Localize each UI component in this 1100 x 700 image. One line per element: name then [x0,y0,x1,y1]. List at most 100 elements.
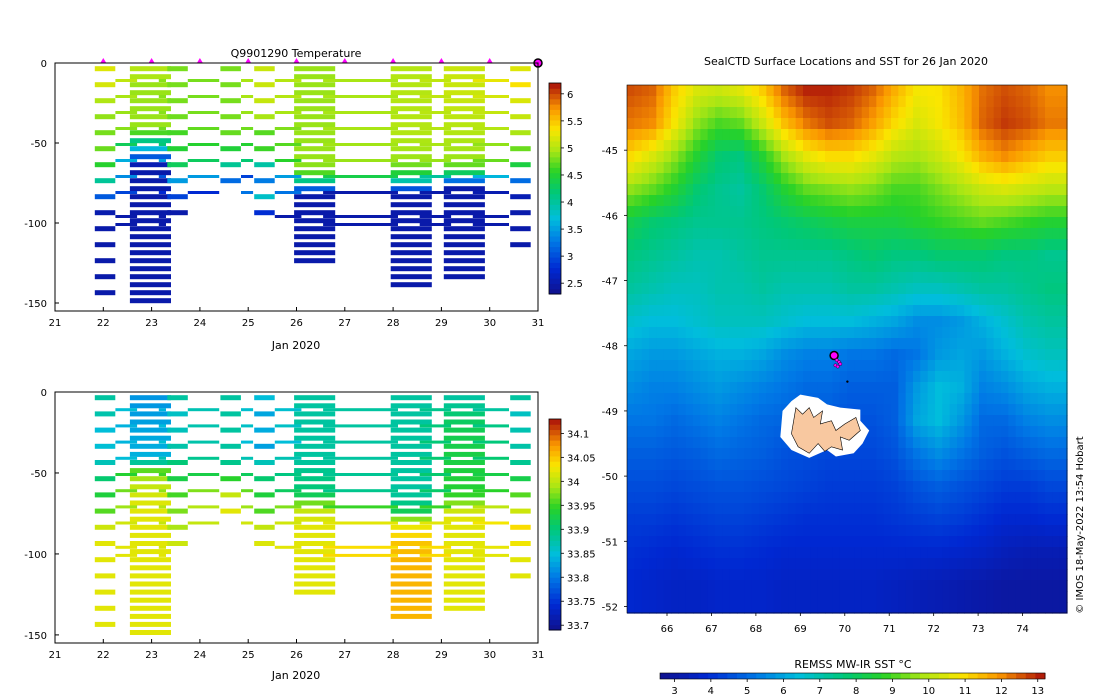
sst-cell [715,437,723,449]
sst-cell [854,239,863,251]
sst-colorbar-label: REMSS MW-IR SST °C [794,658,912,671]
sst-cell [993,371,1002,383]
sst-cell [979,294,987,306]
sst-cell [737,492,745,504]
sst-cell [854,140,863,152]
sst-cell [649,118,657,130]
sst-cell [627,382,635,394]
sst-cell [839,393,848,405]
sst-cell [1008,338,1017,350]
sst-cell [1052,129,1061,141]
sst-cell [847,459,855,471]
sst-cell [1059,547,1068,559]
sst-cell [685,536,694,548]
sst-cell [810,525,819,537]
sst-cell [935,217,943,229]
sst-cell [649,492,657,504]
sst-cell [773,261,782,273]
x-tick-label: 27 [338,318,351,329]
sst-cell [905,140,914,152]
sst-cell [979,173,987,185]
sst-cell [1052,228,1061,240]
sst-cell [971,459,980,471]
sst-cell [707,437,716,449]
sst-cell [839,459,848,471]
sst-cell [891,349,899,361]
sst-cell [649,96,657,108]
sst-cell [839,96,848,108]
sst-cell [1052,569,1061,581]
sst-cell [737,514,745,526]
sst-cell [891,404,899,416]
section-cell [510,98,531,104]
sst-cell [927,492,936,504]
sst-cell [678,404,687,416]
profile-marker [486,58,493,63]
sst-cell [722,404,731,416]
section-cell [94,82,116,88]
section-streak [472,553,509,557]
colorbar-segment [549,156,561,163]
sst-cell [839,228,848,240]
section-streak [241,127,254,130]
profile-marker [148,58,155,63]
section-cell [294,500,336,506]
sst-cell [1037,602,1046,614]
sst-cell [964,206,973,218]
sst-cell [986,437,995,449]
colorbar-segment [881,673,892,679]
section-cell [390,557,432,563]
sst-cell [759,382,767,394]
temperature-x-ticks: 21 22 23 24 25 26 27 28 29 30 31 [49,307,544,329]
sst-cell [986,360,995,372]
colorbar-segment [549,214,561,221]
section-streak [241,440,254,444]
section-cell [390,549,432,555]
sst-cell [986,283,995,295]
sst-cell [663,536,672,548]
sst-cell [751,426,760,438]
section-cell [167,411,188,417]
sst-cell [839,184,848,196]
sst-cell [839,173,848,185]
section-cell [129,138,171,144]
section-cell [443,484,485,490]
sst-cell [737,272,745,284]
sst-cell [781,525,789,537]
sst-cell [729,85,738,97]
sst-cell [935,173,943,185]
sst-cell [627,261,635,273]
sst-cell [1052,503,1061,515]
sst-cell [993,140,1002,152]
sst-cell [678,492,687,504]
y-tick-label: -100 [24,550,47,561]
sst-cell [1059,129,1068,141]
sst-cell [832,525,841,537]
section-cell [390,524,432,530]
section-cell [167,427,188,433]
sst-cell [795,360,804,372]
section-streak [115,545,138,549]
sst-cell [957,316,965,328]
sst-cell [671,360,679,372]
sst-cell [905,195,914,207]
sst-cell [678,547,687,559]
sst-cell [839,272,848,284]
sst-cell [788,316,797,328]
sst-cell [1023,239,1031,251]
sst-cell [715,151,723,163]
sst-cell [891,162,899,174]
sst-cell [942,305,951,317]
sst-cell [715,140,723,152]
sst-cell [993,492,1002,504]
section-cell [443,549,485,555]
sst-cell [744,393,753,405]
sst-cell [707,536,716,548]
sst-cell [766,525,775,537]
lon-tick-label: 66 [661,624,674,635]
sst-cell [729,283,738,295]
sst-cell [1037,129,1046,141]
sst-cell [957,140,965,152]
sst-cell [1030,382,1039,394]
sst-cell [641,503,650,515]
